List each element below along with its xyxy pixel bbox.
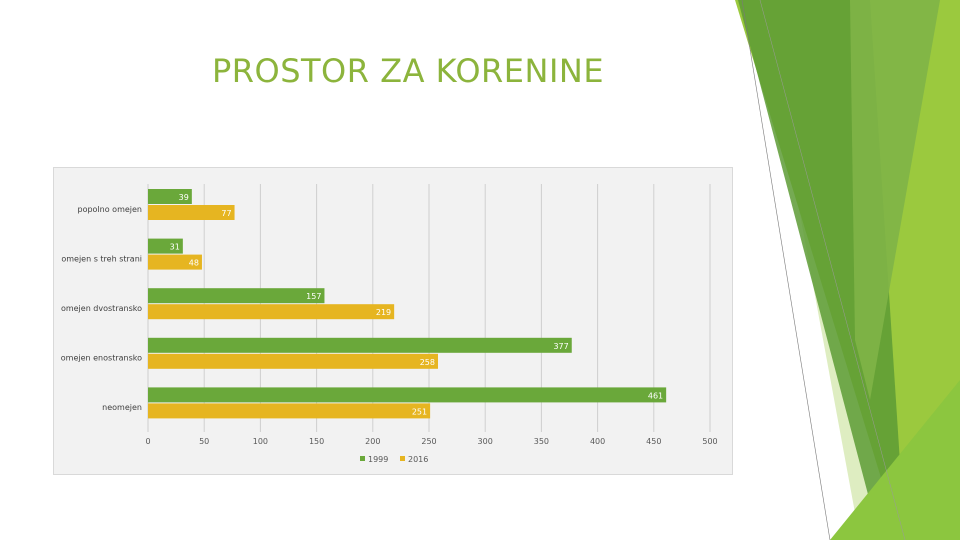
data-label: 258 <box>420 358 435 367</box>
category-label: omejen enostransko <box>61 354 142 363</box>
bar-1999 <box>148 189 192 204</box>
bar-2016 <box>148 353 438 369</box>
x-tick-label: 300 <box>478 437 493 446</box>
legend-swatch <box>360 456 365 461</box>
slide-title: PROSTOR ZA KORENINE <box>211 52 605 90</box>
category-label: popolno omejen <box>78 205 143 214</box>
bar-1999 <box>148 288 325 304</box>
x-tick-label: 50 <box>199 437 209 446</box>
bar-2016 <box>148 254 202 270</box>
deco-mid-band <box>850 0 940 400</box>
x-tick-label: 100 <box>253 437 268 446</box>
bar-2016 <box>148 403 431 419</box>
category-label: omejen dvostransko <box>61 304 142 313</box>
data-label: 461 <box>648 391 663 400</box>
x-tick-label: 0 <box>145 437 150 446</box>
bar-1999 <box>148 238 183 254</box>
x-tick-label: 150 <box>309 437 324 446</box>
x-tick-label: 400 <box>590 437 605 446</box>
bar-2016 <box>148 304 395 320</box>
x-tick-label: 500 <box>702 437 717 446</box>
category-label: omejen s treh strani <box>61 254 142 263</box>
data-label: 377 <box>553 342 568 351</box>
x-tick-label: 350 <box>534 437 549 446</box>
bar-chart: 0 50 100 150 200 250 300 350 400 450 500 39 77 popoln… <box>61 184 718 464</box>
deco-line <box>759 0 906 540</box>
data-label: 157 <box>306 292 321 301</box>
data-label: 251 <box>412 407 427 416</box>
legend-label: 1999 <box>368 455 388 464</box>
legend-swatch <box>400 456 405 461</box>
deco-bottom-band <box>830 380 960 540</box>
bar-1999 <box>148 387 667 403</box>
data-label: 39 <box>179 193 189 202</box>
deco-line <box>741 0 831 540</box>
x-tick-label: 250 <box>421 437 436 446</box>
data-label: 31 <box>170 243 180 252</box>
x-tick-label: 200 <box>365 437 380 446</box>
data-label: 48 <box>189 259 199 268</box>
legend-label: 2016 <box>408 455 428 464</box>
bar-2016 <box>148 205 235 220</box>
bar-1999 <box>148 337 572 353</box>
x-tick-label: 450 <box>646 437 661 446</box>
data-label: 219 <box>376 308 391 317</box>
data-label: 77 <box>221 209 231 218</box>
category-label: neomejen <box>102 403 142 412</box>
